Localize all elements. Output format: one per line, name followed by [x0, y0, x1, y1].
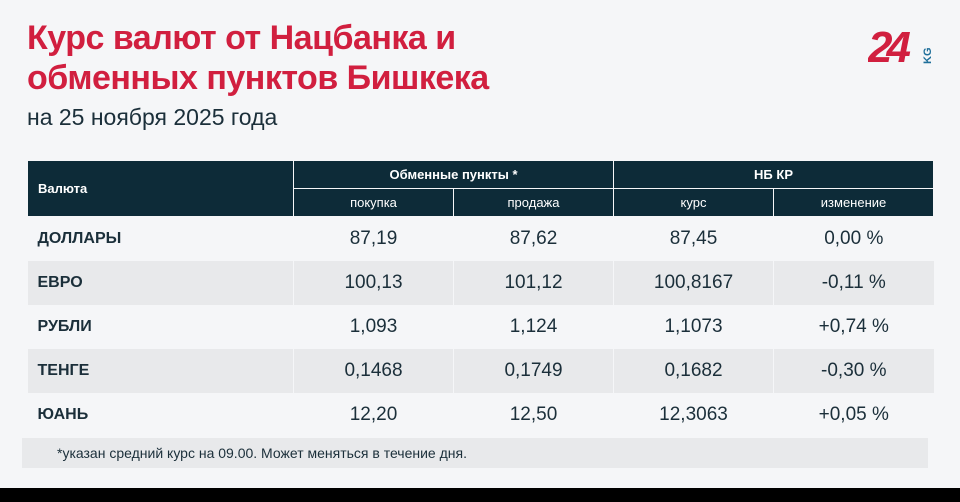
cell-rate: 100,8167 [613, 260, 774, 305]
cell-change: -0,11 % [773, 260, 934, 305]
bottom-bar [0, 488, 960, 502]
cell-buy: 12,20 [293, 392, 454, 437]
cell-change: -0,30 % [773, 348, 934, 393]
cell-rate: 0,1682 [613, 348, 774, 393]
footnote: *указан средний курс на 09.00. Может мен… [22, 438, 928, 468]
cell-sell: 12,50 [452, 392, 614, 437]
exchange-rate-table: Валюта Обменные пункты * НБ КР покупка п… [27, 160, 935, 437]
table-row: ДОЛЛАРЫ 87,19 87,62 87,45 0,00 % [28, 216, 934, 261]
cell-name: ЮАНЬ [37, 405, 89, 423]
cell-name: ДОЛЛАРЫ [37, 229, 122, 247]
header-sell: продажа [452, 188, 615, 217]
header-exchange-points: Обменные пункты * [292, 160, 615, 189]
cell-buy: 0,1468 [293, 348, 454, 393]
cell-change: +0,05 % [773, 392, 934, 437]
cell-sell: 101,12 [452, 260, 614, 305]
svg-text:KG: KG [922, 48, 934, 65]
cell-name: ТЕНГЕ [27, 348, 294, 393]
table-row: ЕВРО 100,13 101,12 100,8167 -0,11 % [27, 260, 934, 305]
header-buy: покупка [293, 188, 454, 217]
cell-sell: 1,124 [452, 304, 614, 349]
date-subtitle: на 25 ноября 2025 года [27, 104, 278, 130]
cell-buy: 1,093 [293, 304, 454, 349]
header-change: изменение [773, 188, 935, 217]
cell-change: +0,74 % [773, 304, 934, 349]
cell-rate: 87,45 [613, 216, 774, 261]
table-row: ТЕНГЕ 0,1468 0,1749 0,1682 -0,30 % [27, 348, 934, 393]
table-row: ЮАНЬ 12,20 12,50 12,3063 +0,05 % [28, 392, 934, 437]
cell-buy: 87,19 [293, 216, 454, 261]
table-row: РУБЛИ 1,093 1,124 1,1073 +0,74 % [28, 304, 934, 349]
header-currency: Валюта [27, 160, 294, 217]
cell-buy: 100,13 [293, 260, 454, 305]
cell-rate: 12,3063 [613, 392, 774, 437]
svg-text:24: 24 [868, 24, 910, 68]
cell-name: РУБЛИ [37, 317, 92, 335]
cell-change: 0,00 % [773, 216, 934, 261]
cell-rate: 1,1073 [613, 304, 774, 349]
title-line-1: Курс валют от Нацбанка и [27, 19, 456, 57]
header-rate: курс [613, 188, 775, 217]
page-title: Курс валют от Нацбанка и обменных пункто… [27, 18, 489, 98]
header-nbkr: НБ КР [613, 160, 935, 189]
cell-name: ЕВРО [27, 260, 294, 305]
24kg-logo: 24 KG [868, 24, 934, 68]
title-line-2: обменных пунктов Бишкека [27, 59, 489, 97]
cell-sell: 0,1749 [452, 348, 614, 393]
cell-sell: 87,62 [452, 216, 614, 261]
